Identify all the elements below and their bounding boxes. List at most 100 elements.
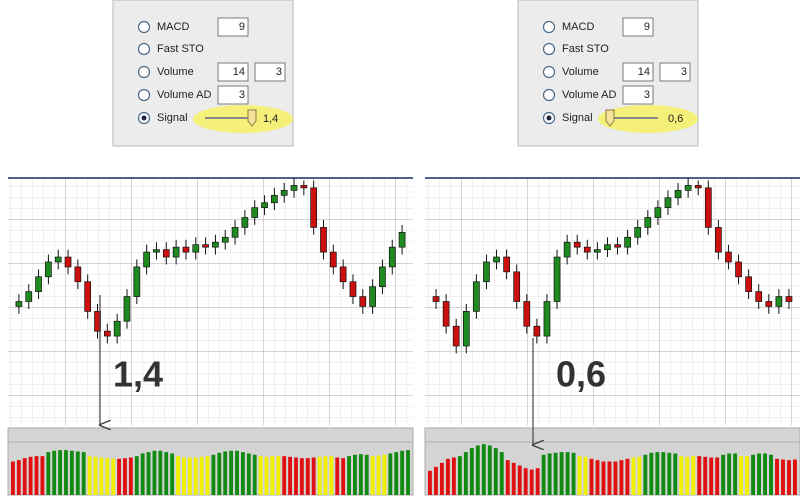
input-box[interactable]: [217, 62, 249, 82]
candle-body: [192, 244, 200, 253]
histogram-bar: [745, 456, 750, 495]
candle-body: [755, 291, 763, 302]
candle-body: [153, 249, 160, 253]
slider-thumb: [247, 109, 257, 127]
histogram-bar: [547, 453, 552, 495]
option-label: Signal: [562, 112, 593, 124]
candle-body: [84, 281, 92, 312]
input-box[interactable]: [622, 17, 654, 37]
radio-button[interactable]: [137, 42, 151, 56]
candle-body: [674, 190, 682, 199]
candle-body: [594, 249, 601, 253]
radio-button[interactable]: [542, 65, 556, 79]
histogram-bar: [158, 450, 163, 495]
histogram-bar: [52, 450, 57, 495]
histogram-bar: [264, 456, 269, 495]
input-value: 9: [239, 21, 245, 33]
candle-body: [123, 296, 131, 322]
candle-body: [634, 227, 642, 238]
candle-body: [452, 325, 460, 347]
histogram-bar: [697, 456, 702, 495]
histogram-bar: [775, 458, 779, 495]
candle-body: [74, 266, 82, 283]
candle-body: [25, 291, 33, 302]
candle-body: [172, 246, 180, 258]
option-label: Volume: [562, 66, 599, 78]
histogram-bar: [583, 456, 588, 495]
slider-value: 1,4: [263, 113, 278, 125]
histogram-bar: [282, 456, 287, 495]
histogram-bar: [733, 453, 738, 495]
histogram-bar: [93, 456, 98, 495]
histogram-bar: [358, 454, 363, 495]
input-box[interactable]: [622, 62, 654, 82]
histogram-bar: [661, 452, 666, 495]
input-value: 3: [239, 89, 245, 101]
candle-body: [202, 244, 209, 248]
radio-button[interactable]: [137, 88, 151, 102]
histogram-bar: [445, 458, 450, 495]
histogram-bar: [323, 456, 328, 495]
radio-button[interactable]: [542, 42, 556, 56]
candle-body: [583, 246, 591, 253]
candle-body: [503, 256, 510, 273]
candle-body: [775, 296, 783, 307]
histogram-bar: [763, 453, 767, 495]
annotation: 1,4: [113, 354, 163, 395]
input-box[interactable]: [254, 62, 286, 82]
input-box[interactable]: [659, 62, 691, 82]
candle-body: [379, 266, 386, 288]
input-value: 9: [644, 21, 650, 33]
radio-button[interactable]: [137, 20, 151, 34]
histogram-bar: [69, 450, 74, 495]
histogram-bar: [353, 454, 357, 495]
histogram-bar: [34, 456, 39, 495]
candle-body: [473, 281, 480, 312]
histogram-bar: [329, 456, 334, 495]
candle-body: [493, 256, 500, 263]
histogram-bar: [140, 453, 145, 495]
radio-button[interactable]: [137, 65, 151, 79]
input-box[interactable]: [622, 85, 654, 105]
histogram-bar: [505, 460, 510, 495]
histogram-bar: [105, 458, 110, 495]
histogram-bar: [439, 462, 444, 495]
histogram-bar: [288, 456, 292, 495]
histogram-bar: [341, 458, 346, 495]
candle-body: [271, 194, 278, 204]
histogram-bar: [451, 457, 456, 495]
histogram-bar: [258, 456, 263, 495]
candle-body: [725, 251, 732, 263]
histogram-bar: [376, 455, 381, 495]
input-box[interactable]: [217, 17, 249, 37]
candle-body: [573, 241, 581, 248]
histogram-bar: [235, 450, 239, 495]
input-box[interactable]: [217, 85, 249, 105]
candle-body: [704, 187, 712, 228]
histogram-bar: [433, 466, 438, 495]
histogram-bar: [99, 457, 104, 495]
histogram-bar: [703, 456, 708, 495]
candle-body: [251, 207, 259, 218]
histogram-bar: [553, 452, 558, 495]
histogram-bar: [631, 457, 636, 495]
option-label: Fast STO: [562, 43, 609, 55]
histogram-bar: [223, 451, 228, 495]
histogram-bar: [685, 456, 690, 495]
candle-body: [300, 185, 308, 189]
candle-body: [563, 241, 571, 258]
radio-button[interactable]: [542, 20, 556, 34]
candle-body: [533, 325, 541, 337]
radio-button[interactable]: [542, 88, 556, 102]
histogram-bar: [335, 457, 340, 495]
candle-body: [644, 217, 652, 228]
histogram-bar: [481, 444, 486, 495]
histogram-bar: [793, 459, 797, 495]
histogram-bar: [673, 453, 678, 495]
candle-body: [523, 301, 531, 327]
histogram-bar: [246, 453, 251, 495]
input-value: 14: [233, 66, 245, 78]
candle-body: [604, 244, 611, 250]
histogram-bar: [691, 456, 696, 495]
